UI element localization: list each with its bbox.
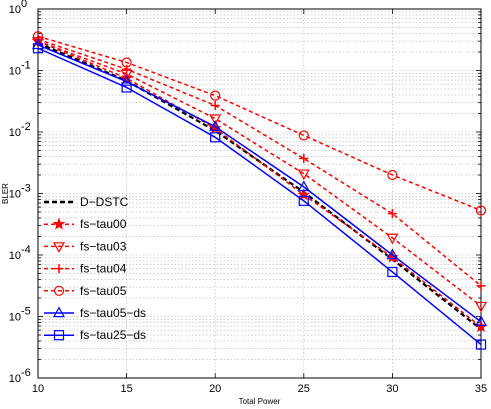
series <box>33 34 486 291</box>
data-point <box>386 248 399 260</box>
data-point <box>210 90 221 101</box>
data-point <box>387 266 398 278</box>
y-tick-label-exponent: -3 <box>21 183 31 195</box>
series-line <box>37 40 482 307</box>
y-tick-label-exponent: -2 <box>21 121 31 133</box>
data-point <box>297 169 310 181</box>
data-point <box>476 281 486 291</box>
x-tick-label: 20 <box>209 383 221 395</box>
data-point <box>121 57 132 68</box>
legend-label: fs−tau25−ds <box>80 328 146 342</box>
y-tick-label: 10 <box>9 189 21 201</box>
tick-marks <box>37 9 482 379</box>
data-point <box>474 301 488 313</box>
y-tick-label: 10 <box>9 312 21 324</box>
data-point <box>297 188 311 201</box>
data-point <box>54 264 64 274</box>
data-point <box>297 180 310 192</box>
data-point <box>53 285 65 296</box>
legend-entry: fs−tau25−ds <box>44 328 146 342</box>
data-point <box>387 169 398 181</box>
x-axis-title: Total Power <box>239 397 281 406</box>
series <box>32 43 487 350</box>
data-point <box>53 330 65 341</box>
data-point <box>386 233 399 245</box>
x-tick-label: 35 <box>475 383 487 395</box>
x-tick-label: 10 <box>32 383 44 395</box>
x-tick-label: 15 <box>120 383 132 395</box>
x-tick-label: 30 <box>386 383 398 395</box>
data-point <box>298 130 309 141</box>
y-tick-label: 10 <box>9 250 21 262</box>
series-line <box>37 38 482 287</box>
data-point <box>210 100 220 110</box>
y-tick-label: 10 <box>9 127 21 139</box>
legend-label: fs−tau03 <box>80 239 127 253</box>
data-point <box>474 315 488 327</box>
legend-label: fs−tau05 <box>80 284 127 298</box>
legend-label: fs−tau00 <box>80 217 127 231</box>
x-tick-labels: 10 15 20 25 30 35 <box>32 383 487 395</box>
data-point <box>121 82 132 93</box>
data-point <box>210 132 221 143</box>
grid <box>37 8 482 379</box>
data-point <box>32 43 44 54</box>
y-axis-title: BLER <box>1 183 10 204</box>
y-tick-label: 10 <box>9 66 21 78</box>
series <box>32 31 487 216</box>
legend-label: fs−tau05−ds <box>80 306 146 320</box>
y-tick-label-exponent: -6 <box>21 367 31 379</box>
series <box>31 38 488 327</box>
y-tick-label-exponent: -5 <box>21 306 31 318</box>
data-point <box>209 120 222 131</box>
data-point <box>299 154 309 164</box>
legend-entry: fs−tau05−ds <box>44 306 146 320</box>
series-layer <box>31 31 488 350</box>
y-tick-label: 10 <box>9 373 21 385</box>
legend: D−DSTC fs−tau00 fs−tau03 fs−tau04 fs−tau05 fs… <box>44 195 146 342</box>
series-line <box>37 40 482 328</box>
legend-entry: fs−tau04 <box>44 262 127 276</box>
data-point <box>52 242 66 253</box>
y-tick-label: 10 <box>9 4 21 16</box>
legend-label: D−DSTC <box>80 195 129 209</box>
data-point <box>120 75 133 86</box>
legend-entry: fs−tau05 <box>44 284 127 298</box>
data-point <box>386 250 399 263</box>
y-tick-label-exponent: 0 <box>21 0 27 10</box>
legend-entry: fs−tau00 <box>44 217 127 231</box>
legend-entry: fs−tau03 <box>44 239 127 253</box>
data-point <box>52 306 66 318</box>
data-point <box>298 195 309 206</box>
data-point <box>475 339 487 350</box>
legend-label: fs−tau04 <box>80 262 127 276</box>
legend-entry: D−DSTC <box>44 195 129 209</box>
y-tick-label-exponent: -4 <box>21 244 31 256</box>
y-tick-label-exponent: -1 <box>21 60 31 72</box>
data-point <box>209 114 222 126</box>
data-point <box>387 209 397 219</box>
x-tick-label: 25 <box>298 383 310 395</box>
series-line <box>37 47 482 346</box>
data-point <box>52 217 66 230</box>
series-line <box>37 44 482 323</box>
data-point <box>122 64 132 74</box>
data-point <box>475 205 487 216</box>
